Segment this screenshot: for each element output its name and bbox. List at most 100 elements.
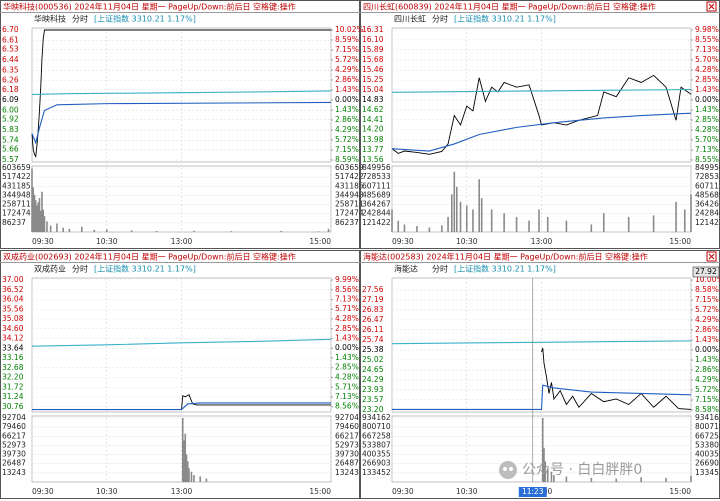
percent-tick-label: 2.85%	[335, 324, 359, 333]
volume-tick-label: 607111	[695, 181, 720, 190]
volume-bar	[93, 229, 96, 232]
volume-bar	[81, 226, 83, 232]
cursor-time-box	[518, 487, 547, 497]
period-label: 分时	[432, 264, 448, 274]
percent-tick-label: 8.59%	[335, 155, 359, 164]
volume-tick-label: 121422	[695, 218, 720, 227]
percent-tick-label: 4.29%	[335, 65, 359, 74]
percent-tick-label: 1.43%	[335, 353, 359, 362]
volume-tick-label: 266903	[362, 459, 391, 468]
volume-bar	[49, 225, 52, 232]
volume-bar	[199, 476, 201, 482]
price-tick-label: 6.53	[2, 45, 19, 54]
volume-bar	[615, 478, 618, 482]
volume-bar	[43, 216, 46, 232]
volume-tick-label: 800710	[362, 422, 391, 431]
price-tick-label: 36.04	[2, 295, 24, 304]
volume-bar	[416, 225, 418, 232]
price-tick-label: 33.64	[2, 343, 24, 352]
volume-tick-label: 172474	[2, 209, 31, 218]
volume-bar	[46, 221, 48, 232]
volume-bar	[205, 478, 208, 482]
price-tick-label: 15.89	[362, 45, 384, 54]
percent-tick-label: 2.85%	[335, 363, 359, 372]
volume-tick-label: 172474	[335, 209, 364, 218]
percent-tick-label: 7.15%	[335, 45, 359, 54]
price-tick-label: 14.41	[362, 115, 384, 124]
watermark-icon-dot	[509, 467, 513, 471]
price-tick-label: 15.25	[362, 75, 384, 84]
volume-bar	[528, 220, 530, 232]
period-label: 分时	[432, 14, 448, 24]
volume-bar	[193, 230, 195, 232]
volume-tick-label: 39730	[2, 450, 26, 459]
average-line	[392, 384, 692, 410]
volume-tick-label: 400355	[362, 450, 391, 459]
volume-bar	[36, 205, 38, 232]
time-tick-label: 09:30	[392, 237, 414, 246]
volume-bar	[490, 209, 493, 232]
percent-tick-label: 4.28%	[335, 314, 359, 323]
percent-tick-label: 2.85%	[695, 115, 719, 124]
volume-bar	[327, 228, 330, 232]
percent-tick-label: 10.02%	[335, 25, 364, 34]
volume-bar	[590, 477, 593, 482]
price-tick-label: 37.00	[2, 275, 24, 284]
volume-bar	[565, 476, 568, 482]
volume-bar	[105, 229, 108, 232]
volume-bar	[538, 209, 540, 232]
volume-tick-label: 364267	[695, 200, 720, 209]
time-tick-label: 10:30	[456, 487, 478, 496]
price-tick-label: 5.66	[2, 145, 19, 154]
volume-tick-label: 13243	[335, 468, 359, 477]
volume-bar	[31, 168, 33, 232]
volume-bar	[37, 202, 40, 232]
volume-bar	[41, 191, 43, 232]
volume-bar	[33, 194, 36, 232]
price-tick-label: 25.02	[362, 355, 384, 364]
index-line	[31, 338, 332, 347]
period-label: 分时	[72, 14, 88, 24]
volume-bar	[455, 186, 458, 232]
volume-tick-label: 13243	[2, 468, 26, 477]
volume-tick-label: 431185	[335, 181, 364, 190]
price-tick-label: 16.31	[362, 25, 384, 34]
volume-tick-label: 133452	[695, 468, 720, 477]
time-tick-label: 10:30	[456, 237, 478, 246]
time-tick-label: 15:00	[309, 237, 331, 246]
percent-tick-label: 5.72%	[695, 385, 719, 394]
volume-bar	[541, 418, 544, 482]
time-tick-label: 13:00	[171, 237, 193, 246]
panel-header: 双成药业(002693) 2024年11月04日 星期一 PageUp/Down…	[3, 252, 296, 262]
percent-tick-label: 8.56%	[335, 402, 359, 411]
percent-tick-label: 2.85%	[695, 75, 719, 84]
price-tick-label: 23.93	[362, 385, 384, 394]
price-tick-label: 33.16	[2, 353, 24, 362]
price-tick-label: 30.76	[2, 402, 24, 411]
volume-bar	[453, 171, 456, 232]
percent-tick-label: 5.72%	[335, 135, 359, 144]
percent-tick-label: 5.72%	[695, 305, 719, 314]
volume-tick-label: 364267	[362, 200, 391, 209]
stock-name: 双成药业	[34, 264, 66, 274]
percent-tick-label: 2.86%	[695, 365, 719, 374]
percent-tick-label: 1.43%	[695, 355, 719, 364]
period-label: 分时	[72, 264, 88, 274]
price-tick-label: 26.83	[362, 305, 384, 314]
price-tick-label: 35.56	[2, 304, 24, 313]
price-tick-label: 6.70	[2, 25, 19, 34]
price-tick-label: 23.57	[362, 395, 384, 404]
volume-tick-label: 344948	[335, 190, 364, 199]
percent-tick-label: 1.43%	[335, 85, 359, 94]
volume-tick-label: 533807	[695, 440, 720, 449]
time-tick-label: 09:30	[32, 487, 54, 496]
volume-bar	[230, 231, 233, 232]
volume-bar	[38, 198, 41, 232]
percent-tick-label: 4.28%	[695, 65, 719, 74]
volume-bar	[181, 418, 184, 482]
volume-bar	[188, 468, 190, 482]
index-line	[391, 340, 692, 345]
volume-bar	[56, 223, 58, 232]
volume-tick-label: 728533	[362, 172, 391, 181]
